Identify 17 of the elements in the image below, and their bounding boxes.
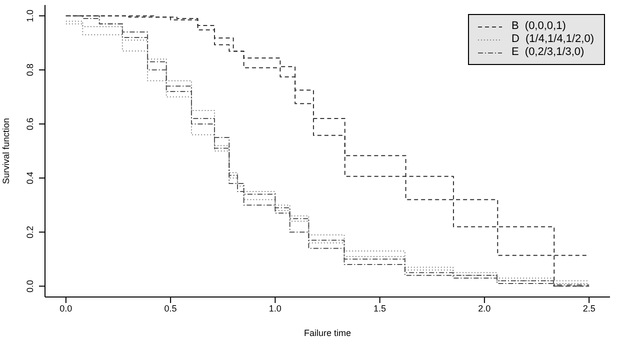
x-axis-title: Failure time [304, 328, 352, 338]
y-tick-label: 0.2 [25, 226, 35, 238]
y-tick-label: 0.4 [25, 172, 35, 184]
x-tick-label: 2.0 [478, 303, 491, 314]
x-tick-label: 2.5 [582, 303, 596, 314]
y-tick-label: 1.0 [25, 10, 35, 22]
x-tick-label: 0.5 [164, 303, 177, 314]
x-tick-label: 1.0 [268, 303, 282, 314]
legend-label: D (1/4,1/4,1/2,0) [511, 33, 594, 46]
legend-label: E (0,2/3,1/3,0) [511, 46, 584, 59]
legend-label: B (0,0,0,1) [511, 20, 566, 33]
y-tick-label: 0.6 [25, 118, 35, 130]
x-tick-label: 1.5 [374, 303, 386, 314]
x-tick-label: 0.0 [60, 303, 72, 314]
y-axis-title: Survival function [1, 118, 12, 184]
y-tick-label: 0.8 [25, 64, 35, 76]
y-tick-label: 0.0 [25, 280, 35, 292]
